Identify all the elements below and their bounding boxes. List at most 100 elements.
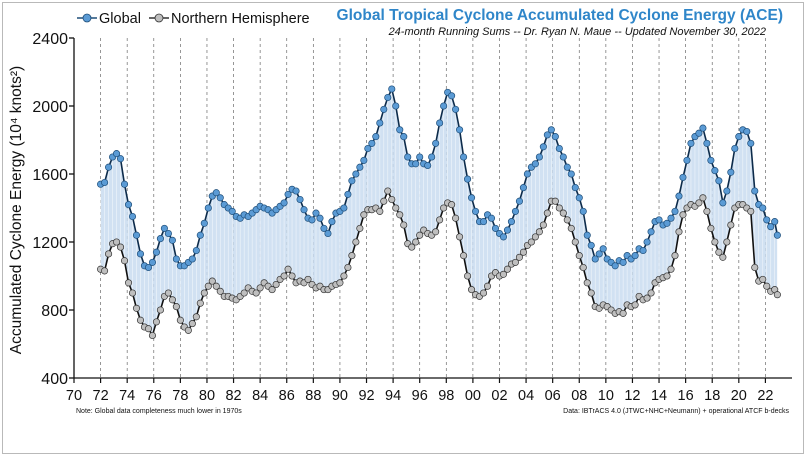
global-data-point xyxy=(380,105,388,113)
nh-data-point xyxy=(128,289,137,297)
nh-data-point xyxy=(667,265,675,273)
nh-data-point xyxy=(288,272,296,280)
nh-data-point xyxy=(284,265,292,273)
global-data-point xyxy=(424,161,432,170)
global-data-point xyxy=(715,177,723,185)
nh-data-point xyxy=(432,228,440,236)
x-tick-label: 72 xyxy=(93,388,109,404)
global-data-point xyxy=(300,206,308,214)
global-data-point xyxy=(591,255,599,263)
x-tick-label: 08 xyxy=(571,388,587,404)
nh-data-point xyxy=(412,238,420,246)
x-tick-label: 06 xyxy=(545,388,561,404)
nh-data-point xyxy=(703,207,711,215)
global-data-point xyxy=(687,139,695,147)
footnote-left: Note: Global data completeness much lowe… xyxy=(76,408,242,415)
nh-data-point xyxy=(583,279,591,287)
nh-data-point xyxy=(499,270,508,278)
nh-data-point xyxy=(671,252,679,260)
global-data-point xyxy=(519,184,527,192)
global-data-point xyxy=(575,194,583,202)
global-data-point xyxy=(172,255,180,263)
global-data-point xyxy=(148,258,156,266)
global-data-point xyxy=(216,194,224,202)
global-data-point xyxy=(156,235,164,243)
legend-nh-marker xyxy=(154,13,164,23)
global-data-point xyxy=(344,190,352,198)
global-data-point xyxy=(751,187,759,195)
nh-data-point xyxy=(192,313,200,321)
nh-data-point xyxy=(396,211,404,219)
global-data-point xyxy=(719,199,727,207)
nh-data-point xyxy=(727,221,735,229)
x-tick-label: 86 xyxy=(279,388,295,404)
nh-data-point xyxy=(773,291,781,299)
nh-data-point xyxy=(456,233,464,241)
nh-data-point xyxy=(101,267,109,275)
nh-data-point xyxy=(559,209,567,217)
global-data-point xyxy=(128,212,137,221)
nh-data-point xyxy=(360,211,368,219)
global-data-point xyxy=(120,180,129,188)
global-data-point xyxy=(280,199,288,207)
global-data-point xyxy=(699,124,707,132)
nh-data-point xyxy=(723,238,731,246)
nh-data-point xyxy=(168,296,176,304)
x-tick-label: 80 xyxy=(199,388,215,404)
range-fill xyxy=(100,89,778,336)
x-tick-label: 14 xyxy=(651,388,667,404)
nh-data-point xyxy=(464,272,472,280)
global-data-point xyxy=(312,209,320,217)
global-data-point xyxy=(511,207,519,215)
chart-legend: Global Northern Hemisphere xyxy=(77,11,310,27)
nh-data-point xyxy=(715,248,723,256)
global-data-point xyxy=(515,197,523,205)
x-tick-label: 02 xyxy=(491,388,507,404)
nh-data-point xyxy=(479,289,488,297)
global-data-point xyxy=(368,139,376,147)
nh-data-point xyxy=(164,289,172,297)
x-tick-label: 92 xyxy=(358,388,374,404)
y-tick-label: 2000 xyxy=(32,99,68,116)
global-data-point xyxy=(671,207,679,215)
x-tick-label: 16 xyxy=(678,388,694,404)
nh-data-point xyxy=(352,238,360,246)
nh-data-point xyxy=(188,320,196,328)
y-tick-labels: 400 800 1200 1600 2000 2400 xyxy=(32,31,68,388)
nh-data-point xyxy=(344,263,352,272)
global-data-point xyxy=(551,133,559,141)
nh-data-point xyxy=(156,306,164,314)
global-data-point xyxy=(563,163,571,171)
y-axis-label: Accumulated Cyclone Energy (10⁴ knots²) xyxy=(8,66,25,354)
nh-data-point xyxy=(380,197,388,205)
global-data-point xyxy=(192,246,200,255)
nh-data-point xyxy=(707,224,715,232)
nh-data-point xyxy=(543,209,551,217)
axes xyxy=(69,37,792,383)
x-tick-label: 84 xyxy=(252,388,268,404)
x-tick-label: 18 xyxy=(704,388,720,404)
nh-data-point xyxy=(340,272,348,280)
global-data-point xyxy=(432,139,440,147)
nh-data-point xyxy=(563,216,571,224)
global-data-point xyxy=(639,246,647,255)
nh-data-point xyxy=(304,275,312,283)
global-data-point xyxy=(773,231,781,239)
nh-data-point xyxy=(148,331,156,340)
nh-data-point xyxy=(587,289,595,297)
global-data-point xyxy=(348,177,356,185)
global-data-point xyxy=(460,153,468,161)
global-data-point xyxy=(160,224,168,232)
global-data-point xyxy=(479,218,488,226)
global-data-point xyxy=(523,170,531,178)
nh-data-point xyxy=(575,252,583,260)
global-data-point xyxy=(328,218,336,226)
global-data-point xyxy=(471,207,480,215)
nh-data-point xyxy=(196,299,204,307)
global-data-point xyxy=(388,85,396,93)
global-data-point xyxy=(340,204,348,212)
nh-data-point xyxy=(376,207,384,215)
global-data-point xyxy=(436,119,444,127)
global-data-point xyxy=(196,231,204,239)
